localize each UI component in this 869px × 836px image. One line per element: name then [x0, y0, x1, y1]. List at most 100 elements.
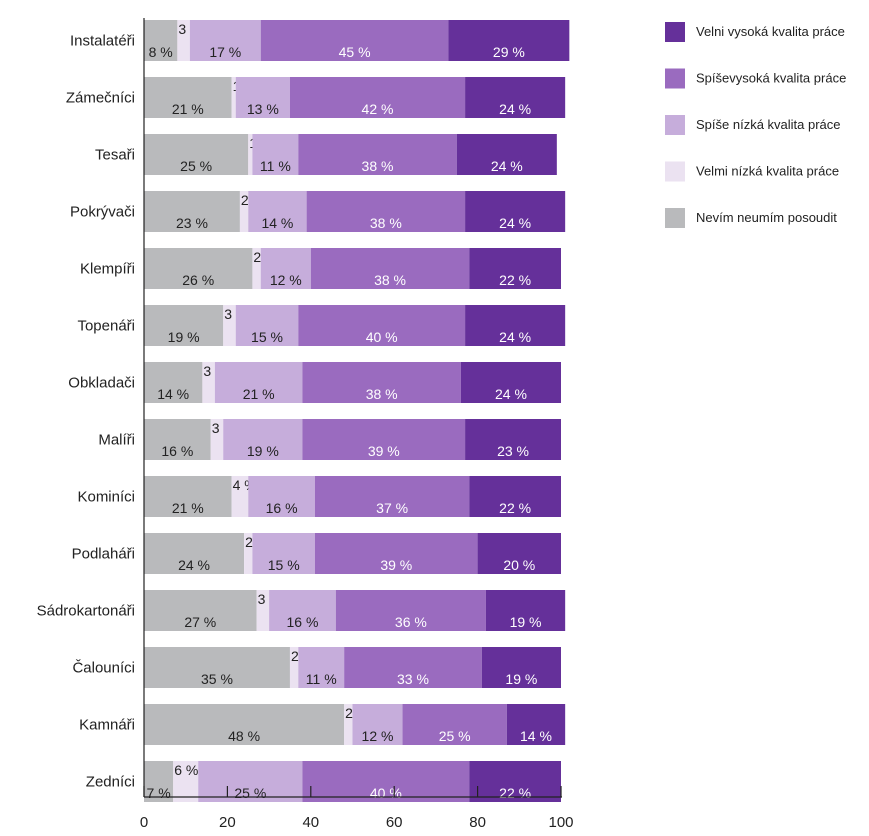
- data-label: 45 %: [339, 44, 371, 60]
- bar-segment: [144, 647, 290, 688]
- bar-segment: [144, 419, 211, 460]
- bar-segment: [469, 248, 561, 289]
- bar-segment: [314, 533, 478, 574]
- data-label: 19 %: [168, 329, 200, 345]
- data-label: 35 %: [201, 671, 233, 687]
- bar-segment: [223, 305, 236, 346]
- legend-swatch: [665, 208, 685, 228]
- category-label: Čalouníci: [72, 660, 135, 677]
- bar-segment: [352, 704, 403, 745]
- data-label: 24 %: [499, 101, 531, 117]
- x-tick-label: 80: [469, 814, 486, 831]
- bar-segment: [314, 476, 470, 517]
- data-label: 14 %: [261, 215, 293, 231]
- legend-swatch: [665, 22, 685, 42]
- data-label: 11 %: [306, 671, 337, 687]
- bar-segment: [456, 134, 557, 175]
- bar-segment: [252, 533, 315, 574]
- bar-segment: [302, 362, 461, 403]
- legend-label: Nevím neumím posoudit: [696, 210, 837, 225]
- category-label: Zedníci: [86, 774, 135, 791]
- bar-segment: [448, 20, 570, 61]
- bar-segment: [344, 647, 482, 688]
- data-label: 16 %: [266, 500, 298, 516]
- bar-segment: [144, 590, 257, 631]
- bar-segment: [289, 647, 299, 688]
- bar-segment: [469, 476, 561, 517]
- data-label: 25 %: [439, 728, 471, 744]
- data-label: 24 %: [499, 329, 531, 345]
- data-label: 6 %: [174, 762, 198, 778]
- bar-segment: [465, 191, 566, 232]
- data-label: 38 %: [374, 272, 406, 288]
- legend: Velni vysoká kvalita práce Spíševysoká kv…: [665, 22, 846, 228]
- bar-segment: [298, 647, 345, 688]
- x-tick-label: 100: [548, 814, 573, 831]
- data-label: 12 %: [270, 272, 302, 288]
- data-label: 33 %: [397, 671, 429, 687]
- bar-segment: [144, 305, 224, 346]
- bar-segment: [235, 77, 290, 118]
- legend-label: Spíše nízká kvalita práce: [696, 117, 841, 132]
- x-tick-label: 60: [386, 814, 403, 831]
- data-label: 23 %: [176, 215, 208, 231]
- bar-segment: [256, 590, 270, 631]
- legend-swatch: [665, 115, 685, 135]
- bar-segment: [469, 761, 561, 802]
- bar-segment: [465, 419, 561, 460]
- legend-label: Spíševysoká kvalita práce: [696, 71, 846, 86]
- bar-segment: [465, 305, 566, 346]
- data-label: 25 %: [234, 785, 266, 801]
- data-label: 22 %: [499, 272, 531, 288]
- data-label: 22 %: [499, 500, 531, 516]
- bar-segment: [252, 248, 261, 289]
- x-axis: 0 20 40 60 80 100: [140, 18, 574, 831]
- bar-segment: [198, 761, 303, 802]
- data-label: 24 %: [178, 557, 210, 573]
- data-label: 17 %: [209, 44, 241, 60]
- bar-segment: [260, 248, 311, 289]
- bar-segment: [298, 134, 457, 175]
- data-label: 20 %: [503, 557, 535, 573]
- data-label: 14 %: [157, 386, 189, 402]
- bar-segment: [344, 704, 353, 745]
- category-label: Malíři: [98, 432, 135, 449]
- data-label: 39 %: [380, 557, 412, 573]
- bar-segment: [144, 77, 232, 118]
- data-label: 21 %: [172, 500, 204, 516]
- data-label: 23 %: [497, 443, 529, 459]
- bar-segment: [302, 761, 470, 802]
- category-label: Tesaři: [95, 147, 135, 164]
- data-label: 19 %: [247, 443, 279, 459]
- data-label: 21 %: [172, 101, 204, 117]
- data-label: 24 %: [491, 158, 523, 174]
- data-label: 19 %: [505, 671, 537, 687]
- bar-segment: [214, 362, 303, 403]
- bar-segment: [302, 419, 466, 460]
- data-label: 38 %: [366, 386, 398, 402]
- legend-label: Velni vysoká kvalita práce: [696, 24, 845, 39]
- bar-segment: [298, 305, 466, 346]
- bar-segment: [144, 761, 174, 802]
- data-label: 7 %: [147, 785, 171, 801]
- data-label: 11 %: [260, 158, 291, 174]
- data-label: 21 %: [243, 386, 275, 402]
- bar-segment: [239, 191, 249, 232]
- data-label: 27 %: [184, 614, 216, 630]
- data-label: 26 %: [182, 272, 214, 288]
- data-label: 38 %: [370, 215, 402, 231]
- bar-segment: [144, 362, 203, 403]
- x-tick-label: 0: [140, 814, 148, 831]
- bar-segment: [477, 533, 561, 574]
- bar-segment: [202, 362, 215, 403]
- bar-segment: [289, 77, 466, 118]
- category-label: Zámečníci: [66, 90, 135, 107]
- bar-segment: [231, 77, 236, 118]
- category-label: Pokrývači: [70, 204, 135, 221]
- bar-segment: [144, 476, 232, 517]
- legend-swatch: [665, 68, 685, 89]
- data-label: 38 %: [362, 158, 394, 174]
- category-label: Obkladači: [68, 375, 135, 392]
- bar-segment: [144, 191, 240, 232]
